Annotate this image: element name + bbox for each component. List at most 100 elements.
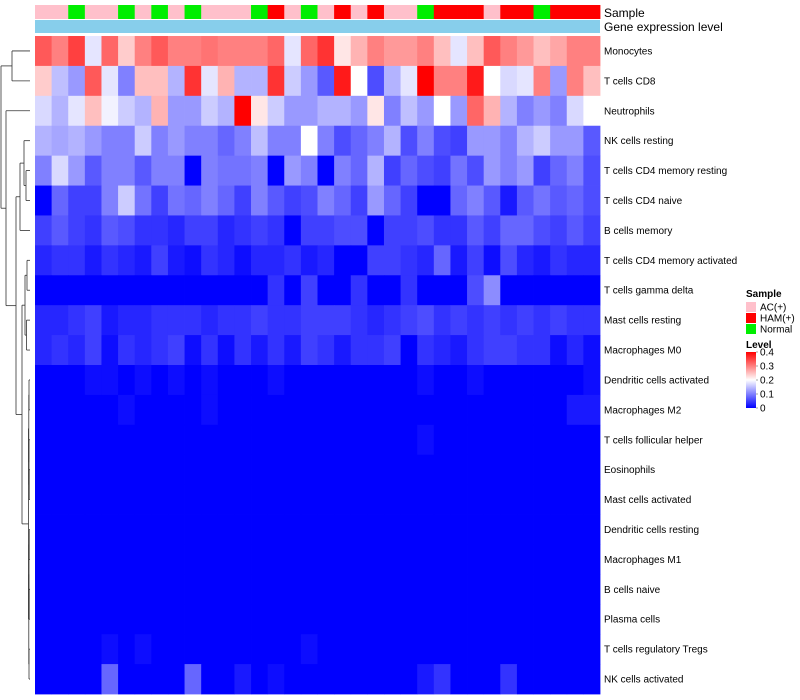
heatmap-cell: [483, 125, 501, 157]
heatmap-cell: [300, 634, 318, 665]
heatmap-cell: [251, 365, 269, 396]
heatmap-cell: [500, 484, 518, 515]
heatmap-cell: [118, 544, 136, 575]
heatmap-cell: [334, 305, 352, 336]
heatmap-cell: [383, 185, 401, 216]
heatmap-cell: [566, 155, 584, 186]
row-label: Monocytes: [604, 47, 652, 58]
row-label: Mast cells activated: [604, 495, 691, 506]
heatmap-cell: [300, 125, 318, 157]
heatmap-cell: [118, 36, 136, 67]
heatmap-cell: [251, 634, 269, 665]
heatmap-cell: [317, 305, 335, 336]
heatmap-cell: [367, 664, 385, 695]
heatmap-cell: [583, 634, 601, 665]
heatmap-cell: [234, 275, 252, 306]
sample-annotation-cell: [68, 5, 86, 19]
heatmap-cell: [201, 634, 219, 665]
heatmap-cell: [234, 544, 252, 575]
heatmap-cell: [367, 514, 385, 545]
heatmap-cell: [500, 574, 518, 605]
heatmap-cell: [35, 604, 53, 635]
heatmap-cell: [201, 335, 219, 366]
sample-annotation-cell: [400, 5, 418, 19]
heatmap-cell: [284, 604, 302, 635]
heatmap-cell: [334, 245, 352, 276]
heatmap-cell: [267, 365, 285, 396]
heatmap-cell: [300, 424, 318, 456]
heatmap-cell: [51, 634, 69, 665]
heatmap-cell: [167, 604, 185, 635]
sample-annotation-cell: [367, 5, 385, 19]
heatmap-cell: [167, 484, 185, 515]
heatmap-cell: [217, 424, 235, 456]
heatmap-cell: [201, 275, 219, 306]
heatmap-cell: [400, 394, 418, 426]
heatmap-cell: [367, 634, 385, 665]
heatmap-cell: [350, 544, 368, 575]
heatmap-cell: [566, 275, 584, 306]
heatmap-cell: [334, 95, 352, 127]
heatmap-cell: [118, 125, 136, 157]
heatmap-cell: [400, 275, 418, 306]
heatmap-cell: [500, 65, 518, 97]
heatmap-cell: [300, 604, 318, 635]
heatmap-cell: [284, 185, 302, 216]
heatmap-cell: [433, 335, 451, 366]
heatmap-cell: [516, 574, 534, 605]
heatmap-cell: [300, 95, 318, 127]
heatmap-cell: [51, 305, 69, 336]
heatmap-cell: [417, 95, 435, 127]
row-label: Macrophages M2: [604, 405, 682, 416]
heatmap-cell: [317, 245, 335, 276]
heatmap-cell: [118, 454, 136, 486]
heatmap-cell: [35, 544, 53, 575]
heatmap-cell: [167, 65, 185, 97]
heatmap-cell: [533, 514, 551, 545]
heatmap-cell: [566, 95, 584, 127]
heatmap-cell: [201, 125, 219, 157]
heatmap-cell: [433, 454, 451, 486]
heatmap-cell: [583, 574, 601, 605]
heatmap-cell: [217, 544, 235, 575]
heatmap-cell: [101, 185, 119, 216]
heatmap-cell: [35, 514, 53, 545]
heatmap-cell: [467, 514, 485, 545]
heatmap-cell: [284, 484, 302, 515]
heatmap-cell: [234, 125, 252, 157]
heatmap-cell: [134, 125, 152, 157]
heatmap-cell: [267, 424, 285, 456]
heatmap-cell: [267, 574, 285, 605]
heatmap-cell: [84, 125, 102, 157]
heatmap-cell: [467, 484, 485, 515]
heatmap-cell: [217, 305, 235, 336]
heatmap-cell: [483, 484, 501, 515]
heatmap-cell: [350, 215, 368, 246]
row-label: B cells memory: [604, 226, 672, 237]
heatmap-cell: [533, 36, 551, 67]
heatmap-cell: [533, 335, 551, 366]
heatmap-cell: [583, 215, 601, 246]
heatmap-cell: [167, 514, 185, 545]
heatmap-cell: [583, 275, 601, 306]
heatmap-cell: [383, 634, 401, 665]
heatmap-cell: [350, 365, 368, 396]
heatmap-cell: [533, 125, 551, 157]
heatmap-cell: [101, 125, 119, 157]
heatmap-cell: [217, 95, 235, 127]
heatmap-cell: [234, 95, 252, 127]
heatmap-cell: [550, 125, 568, 157]
heatmap-cell: [450, 305, 468, 336]
heatmap-cell: [583, 95, 601, 127]
heatmap-cell: [217, 65, 235, 97]
heatmap-cell: [467, 664, 485, 695]
heatmap-cell: [433, 125, 451, 157]
heatmap-cell: [583, 65, 601, 97]
heatmap-cell: [383, 335, 401, 366]
heatmap-cell: [317, 664, 335, 695]
heatmap-cell: [167, 574, 185, 605]
heatmap-cell: [367, 574, 385, 605]
sample-annotation-cell: [84, 5, 102, 19]
heatmap-cell: [350, 394, 368, 426]
heatmap-cell: [134, 335, 152, 366]
